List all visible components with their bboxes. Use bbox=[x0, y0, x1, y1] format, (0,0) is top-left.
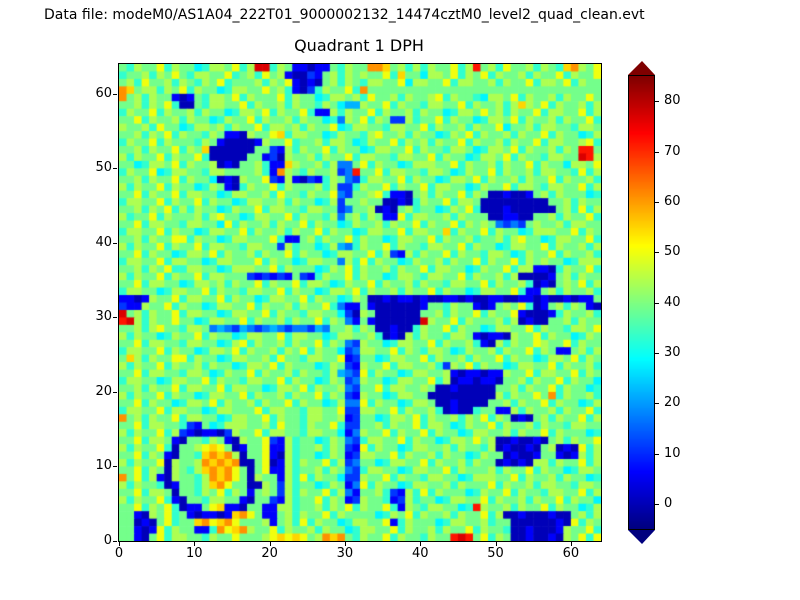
y-tick-label: 50 bbox=[95, 160, 112, 176]
y-axis-tick-mark bbox=[113, 93, 117, 95]
x-tick-label: 50 bbox=[487, 546, 504, 561]
y-axis-tick-mark bbox=[113, 317, 117, 319]
x-tick-label: 30 bbox=[336, 546, 354, 561]
y-tick-label: 40 bbox=[95, 234, 112, 250]
y-tick-label: 10 bbox=[95, 458, 112, 474]
colorbar-bottom-arrow bbox=[628, 530, 655, 544]
colorbar-tick-mark bbox=[655, 201, 659, 203]
colorbar bbox=[628, 75, 655, 530]
data-file-label: Data file: modeM0/AS1A04_222T01_90000021… bbox=[44, 7, 645, 23]
colorbar-tick-mark bbox=[655, 252, 659, 254]
colorbar-tick-label: 0 bbox=[664, 495, 673, 511]
colorbar-tick-mark bbox=[655, 151, 659, 153]
y-axis-tick-mark bbox=[113, 391, 117, 393]
colorbar-tick-mark bbox=[655, 453, 659, 455]
y-axis-tick-mark bbox=[113, 242, 117, 244]
x-axis-tick-mark bbox=[344, 542, 346, 546]
x-tick-label: 10 bbox=[186, 546, 203, 561]
chart-title: Quadrant 1 DPH bbox=[294, 36, 424, 55]
x-axis-tick-mark bbox=[570, 542, 572, 546]
x-axis-tick-mark bbox=[495, 542, 497, 546]
y-axis-tick-mark bbox=[113, 541, 117, 542]
colorbar-tick-label: 20 bbox=[664, 395, 681, 411]
x-tick-label: 40 bbox=[411, 546, 429, 561]
colorbar-tick-label: 30 bbox=[664, 344, 681, 360]
heatmap-plot-area bbox=[118, 63, 602, 542]
x-tick-label: 60 bbox=[562, 546, 580, 561]
colorbar-tick-mark bbox=[655, 352, 659, 354]
colorbar-tick-label: 70 bbox=[664, 143, 681, 159]
x-axis-tick-mark bbox=[269, 542, 271, 546]
colorbar-tick-label: 60 bbox=[664, 193, 681, 209]
colorbar-tick-mark bbox=[655, 302, 659, 304]
colorbar-tick-label: 80 bbox=[664, 93, 681, 109]
x-axis-tick-mark bbox=[194, 542, 196, 546]
y-tick-label: 20 bbox=[95, 383, 112, 399]
colorbar-tick-label: 10 bbox=[664, 445, 681, 461]
y-axis-tick-mark bbox=[113, 466, 117, 468]
heatmap-canvas bbox=[119, 64, 601, 541]
colorbar-tick-mark bbox=[655, 503, 659, 505]
x-axis-tick-mark bbox=[420, 542, 422, 546]
colorbar-canvas bbox=[629, 76, 654, 529]
x-tick-label: 0 bbox=[114, 546, 124, 561]
x-axis-tick-mark bbox=[119, 542, 120, 546]
y-tick-label: 60 bbox=[95, 85, 112, 101]
colorbar-top-arrow bbox=[628, 61, 655, 75]
x-tick-label: 20 bbox=[261, 546, 278, 561]
colorbar-tick-mark bbox=[655, 101, 659, 103]
y-tick-label: 0 bbox=[103, 533, 112, 548]
colorbar-tick-mark bbox=[655, 403, 659, 405]
colorbar-tick-label: 40 bbox=[664, 294, 681, 310]
y-axis-tick-mark bbox=[113, 168, 117, 170]
y-tick-label: 30 bbox=[95, 309, 112, 325]
colorbar-tick-label: 50 bbox=[664, 244, 681, 260]
